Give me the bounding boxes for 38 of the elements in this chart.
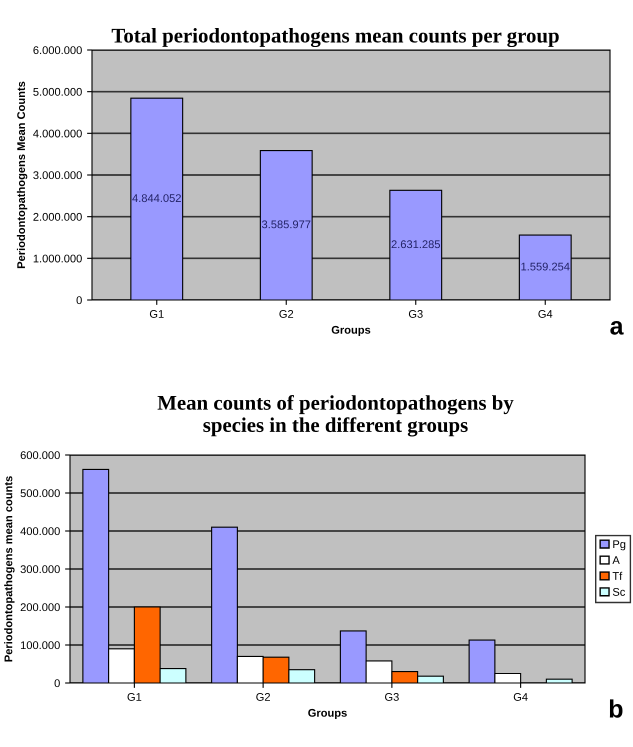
y-axis-title: Periodontopathogens Mean Counts: [16, 82, 28, 268]
legend-label: Tf: [612, 572, 622, 580]
y-tick-label: 3.000.000: [33, 171, 82, 180]
y-tick-label: 300.000: [20, 565, 60, 574]
data-label: 2.631.285: [392, 240, 440, 248]
text: b: [610, 699, 622, 718]
x-axis-title: Groups: [308, 708, 347, 719]
x-tick-label: G4: [538, 310, 552, 318]
y-axis-title: Periodontopathogens mean counts: [4, 476, 15, 662]
y-tick-label: 400.000: [20, 527, 60, 536]
y-tick-label: 1.000.000: [34, 254, 82, 262]
y-tick-label: 6.000.000: [33, 46, 82, 54]
data-label: 4.844.052: [132, 194, 181, 202]
y-tick-label: 0: [76, 296, 82, 304]
chart-title: Total periodontopathogens mean counts per group: [112, 28, 559, 48]
x-tick-label: G1: [150, 310, 164, 318]
y-tick-label: 2.000.000: [33, 212, 82, 221]
x-tick-label: G4: [514, 693, 528, 701]
legend-label: A: [612, 556, 620, 564]
x-tick-label: G3: [385, 693, 399, 701]
legend-label: Pg: [613, 540, 626, 550]
y-tick-label: 100.000: [20, 641, 60, 650]
x-tick-label: G2: [256, 693, 270, 701]
y-tick-label: 200.000: [20, 603, 60, 612]
y-tick-label: 5.000.000: [33, 88, 82, 96]
y-tick-label: 4.000.000: [33, 130, 82, 138]
y-tick-label: 600.000: [20, 451, 60, 460]
data-label: 1.559.254: [521, 262, 570, 270]
x-tick-label: G2: [279, 310, 294, 318]
data-label: 3.585.977: [262, 220, 310, 228]
chart-title: Mean counts of periodontopathogens by species in the different groups: [158, 395, 514, 436]
x-tick-label: G3: [408, 310, 423, 318]
y-tick-label: 500.000: [20, 489, 60, 498]
x-axis-title: Groups: [332, 326, 370, 336]
text: a: [610, 321, 624, 335]
legend-label: Sc: [612, 588, 626, 596]
x-tick-label: G1: [128, 693, 142, 701]
y-tick-label: 0: [54, 679, 60, 688]
